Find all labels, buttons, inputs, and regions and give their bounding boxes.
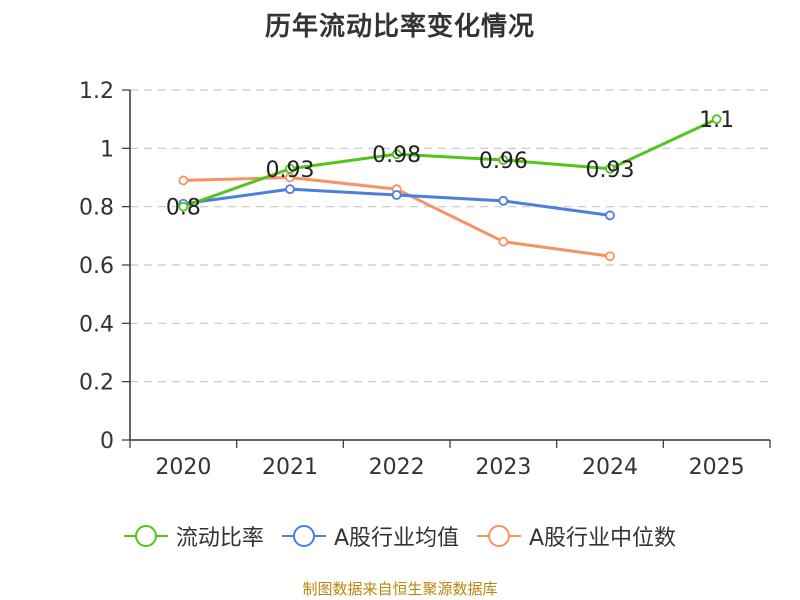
data-point [711,114,722,125]
data-point [498,155,509,165]
legend: 流动比率 A股行业均值 A股行业中位数 [0,516,800,556]
y-tick-label: 0.8 [79,196,114,221]
axes: 0 0.2 0.4 0.6 0.8 1 1.2 2020 2021 2022 2023 2024 202… [79,79,771,480]
data-label: 1.1 [699,108,734,133]
data-point [391,149,402,160]
legend-line-marker-icon [477,524,521,548]
y-tick-label: 0.2 [79,371,114,396]
y-tick-label: 0.4 [79,312,114,337]
data-point [605,163,615,174]
series-line [182,117,718,209]
legend-item-current-ratio[interactable]: 流动比率 [123,520,264,552]
x-tick-label: 2021 [262,455,318,480]
x-tick-label: 2025 [689,455,745,480]
x-tick-label: 2023 [475,455,531,480]
data-label: 0.8 [166,196,201,221]
legend-line-marker-icon [281,524,326,548]
data-point [391,190,402,200]
legend-label: A股行业均值 [333,526,459,551]
y-tick-label: 1.2 [79,79,114,104]
data-label: 0.96 [479,149,528,174]
data-point [285,163,295,174]
data-point [285,184,295,195]
legend-line-marker-icon [123,524,168,548]
y-tick-label: 1 [100,137,114,162]
legend-item-industry-median[interactable]: A股行业中位数 [477,520,676,552]
data-label: 0.98 [372,143,421,168]
data-labels: 0.8 0.93 0.98 0.96 0.93 1.1 [166,108,734,221]
source-note: 制图数据来自恒生聚源数据库 [302,580,498,598]
y-tick-label: 0 [100,429,114,454]
grid-lines [130,89,770,383]
data-label: 0.93 [586,158,635,183]
series-layer [178,114,722,262]
x-tick-label: 2024 [582,455,638,480]
data-point [498,195,509,206]
data-point [498,236,509,247]
x-tick-label: 2020 [155,455,211,480]
y-tick-label: 0.6 [79,254,114,279]
data-point [605,251,615,262]
legend-item-industry-mean[interactable]: A股行业均值 [281,520,459,552]
legend-label: A股行业中位数 [529,526,677,551]
legend-label: 流动比率 [175,526,264,551]
data-point [178,175,189,186]
data-point [605,210,615,221]
chart-title: 历年流动比率变化情况 [264,12,535,42]
data-point [178,201,189,212]
data-label: 0.93 [266,158,315,183]
x-tick-label: 2022 [369,455,425,480]
